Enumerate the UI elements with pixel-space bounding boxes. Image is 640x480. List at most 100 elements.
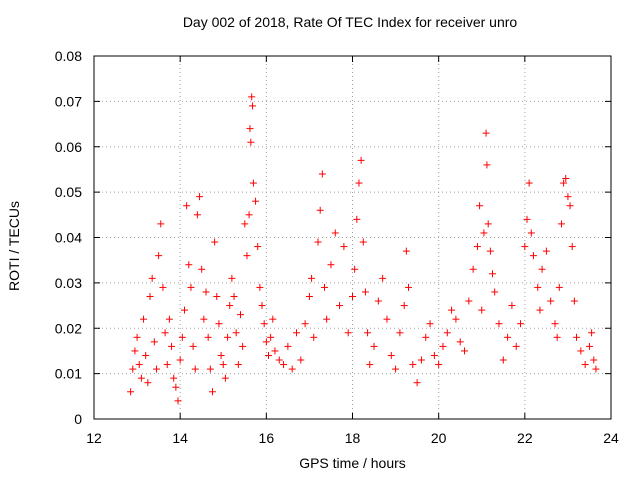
data-point: [189, 342, 197, 350]
data-point: [224, 333, 232, 341]
data-point: [148, 274, 156, 282]
y-tick-label: 0: [74, 411, 82, 427]
data-point: [402, 247, 410, 255]
data-point: [146, 292, 154, 300]
data-point: [176, 356, 184, 364]
data-point: [320, 283, 328, 291]
data-point: [483, 161, 491, 169]
data-point: [534, 283, 542, 291]
data-point: [178, 333, 186, 341]
data-point: [140, 315, 148, 323]
data-point: [252, 197, 260, 205]
data-point: [301, 320, 309, 328]
data-point: [340, 243, 348, 251]
x-tick-label: 12: [86, 430, 102, 446]
data-point: [135, 361, 143, 369]
data-point: [206, 365, 214, 373]
data-point: [316, 206, 324, 214]
data-point: [131, 347, 139, 355]
data-point: [456, 338, 464, 346]
data-point: [161, 329, 169, 337]
data-point: [465, 297, 473, 305]
data-point: [590, 356, 598, 364]
data-point: [327, 261, 335, 269]
y-tick-label: 0.03: [55, 275, 82, 291]
y-tick-label: 0.08: [55, 48, 82, 64]
data-point: [168, 342, 176, 350]
data-point: [180, 306, 188, 314]
data-point: [217, 351, 225, 359]
data-point: [553, 333, 561, 341]
data-point: [379, 274, 387, 282]
data-point: [271, 347, 279, 355]
x-tick-label: 16: [259, 430, 275, 446]
data-point: [396, 329, 404, 337]
data-point: [357, 156, 365, 164]
data-point: [523, 215, 531, 223]
data-point: [193, 211, 201, 219]
data-point: [491, 288, 499, 296]
data-point: [226, 302, 234, 310]
data-point: [310, 333, 318, 341]
data-point: [196, 193, 204, 201]
data-point: [202, 288, 210, 296]
data-point: [486, 247, 494, 255]
data-point: [570, 297, 578, 305]
data-point: [482, 129, 490, 137]
data-point: [318, 170, 326, 178]
data-point: [521, 243, 529, 251]
data-point: [262, 338, 270, 346]
data-point: [383, 315, 391, 323]
x-axis-label: GPS time / hours: [299, 455, 406, 471]
y-tick-label: 0.07: [55, 93, 82, 109]
data-point: [174, 397, 182, 405]
data-point: [508, 302, 516, 310]
data-point: [461, 347, 469, 355]
data-point: [142, 351, 150, 359]
data-point: [230, 292, 238, 300]
data-point: [150, 338, 158, 346]
data-point: [157, 220, 165, 228]
data-point: [562, 175, 570, 183]
data-point: [239, 342, 247, 350]
data-point: [435, 361, 443, 369]
data-point: [308, 274, 316, 282]
data-point: [452, 315, 460, 323]
data-point: [566, 202, 574, 210]
data-point: [305, 292, 313, 300]
data-point: [191, 365, 199, 373]
data-point: [198, 265, 206, 273]
data-point: [484, 220, 492, 228]
data-point: [247, 138, 255, 146]
data-point: [159, 283, 167, 291]
data-point: [221, 374, 229, 382]
data-point: [359, 238, 367, 246]
y-tick-label: 0.06: [55, 139, 82, 155]
data-point: [392, 365, 400, 373]
data-point: [256, 283, 264, 291]
data-point: [448, 306, 456, 314]
data-point: [246, 125, 254, 133]
data-point: [170, 374, 178, 382]
data-point: [588, 329, 596, 337]
data-point: [349, 292, 356, 300]
data-point: [258, 302, 266, 310]
data-point: [577, 347, 585, 355]
data-point: [351, 265, 359, 273]
data-point: [430, 351, 438, 359]
data-point: [439, 342, 447, 350]
data-point: [232, 329, 240, 337]
data-point: [155, 252, 163, 260]
data-point: [228, 274, 236, 282]
data-point: [219, 361, 227, 369]
data-point: [353, 215, 361, 223]
data-point: [517, 320, 525, 328]
data-point: [366, 361, 374, 369]
data-point: [163, 361, 171, 369]
data-point: [527, 229, 535, 237]
y-axis-label: ROTI / TECUs: [6, 201, 22, 291]
data-point: [208, 388, 216, 396]
data-point: [241, 220, 249, 228]
